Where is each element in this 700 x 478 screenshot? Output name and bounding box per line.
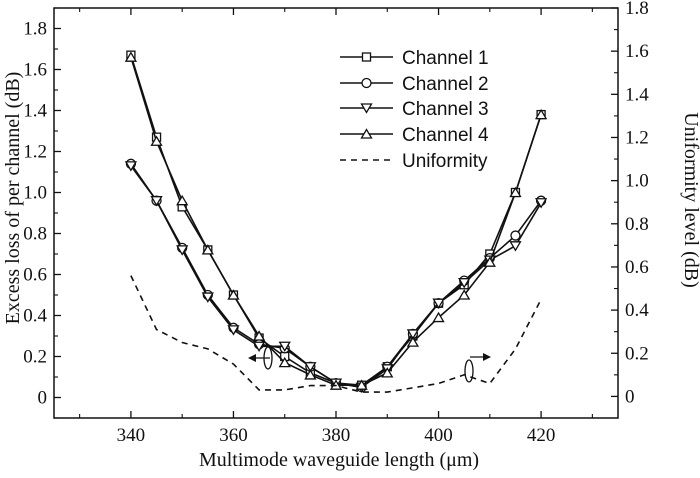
left-y-tick-label: 1.8 (23, 19, 47, 40)
right-y-tick-label: 1.8 (625, 0, 649, 19)
left-y-tick-label: 1.6 (23, 60, 47, 81)
series-layer (124, 50, 548, 394)
right-y-axis-title: Uniformity level (dB) (680, 112, 700, 288)
x-tick-label: 400 (424, 425, 453, 446)
left-y-tick-label: 0.8 (23, 224, 47, 245)
data-point-triangle-up (534, 108, 548, 120)
legend-item-channel-3: Channel 3 (340, 99, 489, 120)
legend-triangle-up-marker (360, 128, 373, 139)
right-axis-pointer-ellipse (464, 359, 474, 383)
legend-square-marker (361, 52, 372, 62)
data-point-triangle-up (252, 330, 266, 341)
right-y-tick-label: 1.0 (625, 171, 649, 192)
left-y-tick-label: 0.4 (23, 306, 47, 327)
data-point-triangle-up (201, 244, 214, 255)
data-point-triangle-down (150, 196, 163, 207)
left-y-tick-label: 1.4 (23, 101, 47, 122)
plot-frame (53, 7, 619, 419)
data-point-triangle-up (432, 311, 445, 323)
right-y-tick-label: 1.2 (625, 127, 649, 148)
data-point-triangle-down (458, 278, 471, 289)
data-point-triangle-down (406, 329, 420, 340)
legend-circle-marker (361, 77, 372, 89)
legend-item-uniformity: Uniformity (340, 151, 488, 172)
data-point-triangle-up (150, 135, 163, 146)
right-y-tick-label: 0.8 (625, 214, 649, 235)
data-point-triangle-down (278, 341, 291, 353)
axis-pointers (248, 346, 491, 383)
data-point-triangle-up (176, 194, 189, 206)
x-tick-label: 360 (219, 425, 248, 446)
left-y-axis: 0 0.2 0.4 0.6 0.8 1.0 1.2 1.4 1.6 1.8 (23, 7, 61, 419)
legend-item-channel-2: Channel 2 (340, 74, 489, 95)
data-point-triangle-down (252, 341, 266, 353)
data-point-triangle-up (124, 51, 138, 62)
right-y-tick-label: 1.6 (625, 41, 649, 62)
data-point-triangle-down (304, 362, 317, 373)
left-y-tick-label: 0 (38, 388, 48, 409)
left-y-tick-label: 1.0 (23, 183, 47, 204)
right-y-tick-label: 0 (625, 386, 635, 407)
series-uniformity (130, 275, 542, 393)
data-point-triangle-down (509, 241, 522, 252)
data-point-triangle-up (509, 186, 522, 198)
data-point-triangle-up (227, 289, 240, 300)
x-tick-label: 420 (527, 425, 556, 446)
legend-label: Channel 2 (402, 74, 489, 95)
legend: Channel 1 Channel 2 Channel 3 Channel 4 … (340, 48, 489, 172)
legend-label: Channel 4 (402, 125, 489, 146)
legend-item-channel-1: Channel 1 (340, 48, 489, 69)
x-axis-title: Multimode waveguide length (μm) (199, 449, 479, 471)
legend-item-channel-4: Channel 4 (340, 125, 489, 146)
x-tick-label: 340 (117, 425, 146, 446)
legend-label: Channel 1 (402, 48, 489, 69)
x-axis: 340 360 380 400 420 (79, 8, 593, 446)
legend-triangle-down-marker (360, 103, 373, 114)
data-point-triangle-down (227, 325, 240, 336)
series-line-uniformity (130, 275, 542, 393)
plot-area-border (53, 7, 619, 419)
legend-label: Uniformity (402, 151, 488, 172)
right-y-tick-label: 0.2 (625, 343, 649, 364)
data-point-triangle-up (406, 336, 420, 347)
data-point-triangle-down (534, 198, 548, 209)
data-point-triangle-up (381, 367, 394, 378)
data-point-triangle-up (304, 369, 317, 380)
data-point-triangle-up (355, 379, 368, 390)
data-point-triangle-up (458, 289, 471, 300)
data-point-triangle-down (176, 245, 189, 256)
left-y-tick-label: 0.6 (23, 265, 47, 286)
data-point-triangle-down (201, 292, 214, 303)
right-y-axis: 0 0.2 0.4 0.6 0.8 1.0 1.2 1.4 1.6 1.8 (611, 0, 649, 407)
right-y-tick-label: 1.4 (625, 84, 649, 105)
legend-label: Channel 3 (402, 99, 489, 120)
series-channel-4 (124, 51, 548, 390)
x-tick-label: 380 (322, 425, 351, 446)
right-y-tick-label: 0.4 (625, 300, 649, 321)
right-y-tick-label: 0.6 (625, 257, 649, 278)
data-point-triangle-down (432, 298, 445, 309)
left-y-tick-label: 1.2 (23, 142, 47, 163)
left-y-tick-label: 0.2 (23, 347, 47, 368)
data-point-triangle-down (124, 161, 138, 172)
data-point-triangle-up (483, 256, 496, 267)
left-y-axis-title: Excess loss of per channel (dB) (2, 72, 24, 325)
data-point-circle (510, 230, 521, 241)
data-point-triangle-up (278, 356, 291, 368)
